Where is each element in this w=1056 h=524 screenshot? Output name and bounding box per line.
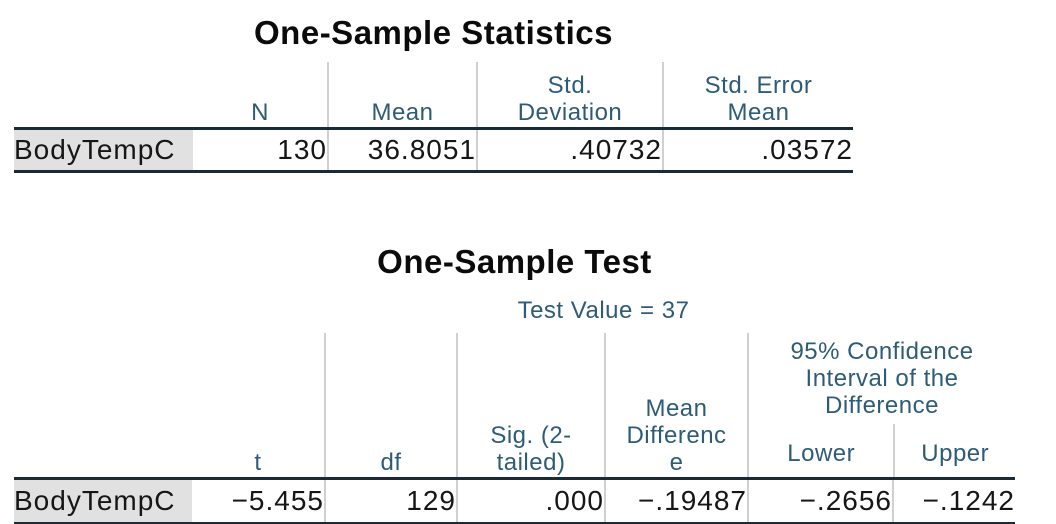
column-header-sig-2-tailed: Sig. (2- tailed) [456, 333, 605, 480]
confidence-interval-box: 95% Confidence Interval of the Differenc… [749, 333, 1015, 477]
column-header-mean-difference: Mean Differenc e [604, 333, 748, 480]
confidence-interval-subheaders: Lower Upper [749, 423, 1015, 477]
test-header-row: t df Sig. (2- tailed) Mean Differenc e 9… [14, 333, 1015, 480]
one-sample-test-table: Test Value = 37 t df Sig. (2- tailed) Me… [14, 289, 1015, 524]
test-data-row: BodyTempC −5.455 129 .000 −.19487 −.2656… [14, 478, 1015, 524]
value-t: −5.455 [192, 478, 325, 524]
statistics-table-title: One-Sample Statistics [254, 14, 613, 51]
column-header-std-deviation: Std. Deviation [476, 62, 663, 130]
value-mean-difference: −.19487 [604, 478, 748, 524]
value-std-deviation: .40732 [476, 128, 663, 173]
confidence-interval-title: 95% Confidence Interval of the Differenc… [790, 338, 974, 419]
column-header-mean: Mean [327, 62, 477, 130]
confidence-interval-header-group: 95% Confidence Interval of the Differenc… [747, 333, 1015, 480]
column-header-df: df [324, 333, 457, 480]
test-value-spanner-row: Test Value = 37 [14, 289, 1015, 333]
corner-cell [14, 289, 192, 333]
value-n: 130 [193, 128, 328, 173]
test-value-spanner: Test Value = 37 [517, 297, 690, 324]
column-header-t: t [192, 333, 325, 480]
value-mean: 36.8051 [327, 128, 477, 173]
value-ci-lower: −.2656 [747, 478, 893, 524]
column-header-std-error-mean: Std. Error Mean [662, 62, 853, 130]
column-header-lower: Lower [787, 440, 856, 467]
test-table-title: One-Sample Test [377, 243, 652, 280]
column-header-upper: Upper [893, 423, 1015, 477]
one-sample-statistics-table: N Mean Std. Deviation Std. Error Mean Bo… [14, 62, 853, 173]
value-df: 129 [324, 478, 457, 524]
value-std-error-mean: .03572 [662, 128, 853, 173]
value-ci-upper: −.1242 [892, 478, 1015, 524]
corner-cell [14, 62, 193, 130]
statistics-header-row: N Mean Std. Deviation Std. Error Mean [14, 62, 853, 130]
column-header-n: N [193, 62, 328, 130]
statistics-data-row: BodyTempC 130 36.8051 .40732 .03572 [14, 128, 853, 173]
value-sig-2-tailed: .000 [456, 478, 605, 524]
row-label-bodytempc: BodyTempC [14, 478, 192, 524]
corner-cell [14, 333, 192, 480]
row-label-bodytempc: BodyTempC [14, 128, 193, 173]
